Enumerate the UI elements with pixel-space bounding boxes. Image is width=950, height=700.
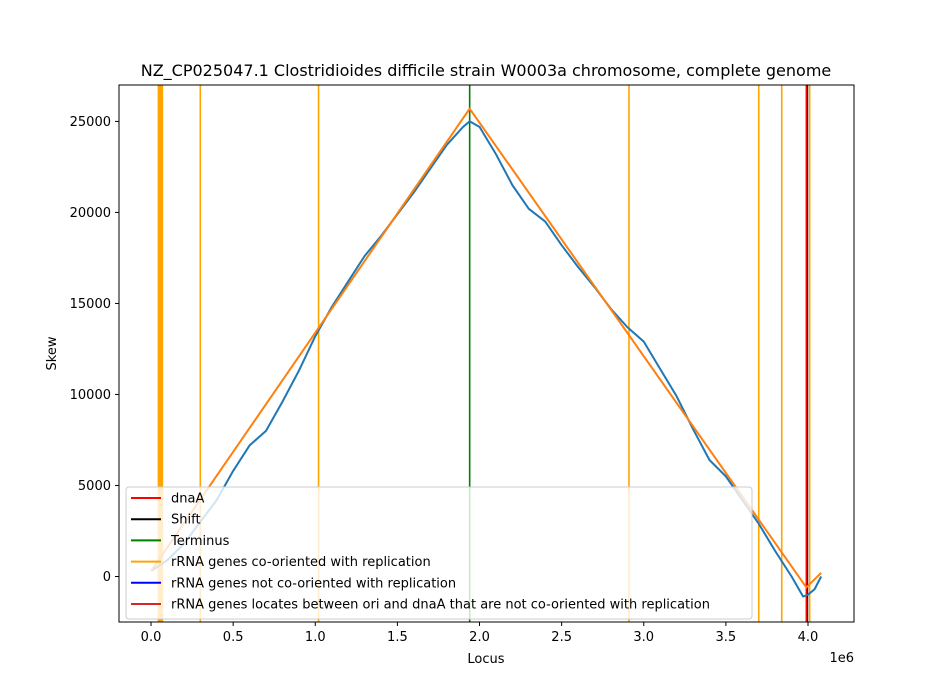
y-axis-label: Skew <box>45 336 60 370</box>
y-tick-label: 15000 <box>70 297 111 312</box>
y-tick-label: 5000 <box>78 479 111 494</box>
x-axis-label: Locus <box>467 652 504 667</box>
y-axis-ticks: 0 5000 10000 15000 20000 25000 <box>70 115 119 585</box>
x-tick-label: 2.5 <box>551 630 572 645</box>
y-tick-label: 0 <box>103 570 111 585</box>
axes-frame <box>118 84 855 623</box>
legend-label: Terminus <box>170 534 230 549</box>
x-tick-label: 1.0 <box>305 630 326 645</box>
x-tick-label: 2.0 <box>469 630 490 645</box>
x-axis-ticks: 0.0 0.5 1.0 1.5 2.0 2.5 3.0 3.5 4.0 <box>141 622 819 645</box>
legend: dnaA Shift Terminus rRNA genes co-oriented … <box>125 486 753 620</box>
x-tick-label: 3.0 <box>633 630 654 645</box>
legend-label: dnaA <box>171 492 204 507</box>
x-tick-label: 0.0 <box>141 630 162 645</box>
x-tick-label: 3.5 <box>716 630 737 645</box>
y-tick-label: 20000 <box>70 206 111 221</box>
legend-label: rRNA genes co-oriented with replication <box>171 555 431 570</box>
x-axis-offset-label: 1e6 <box>829 651 854 666</box>
chart-title: NZ_CP025047.1 Clostridioides difficile s… <box>141 61 832 81</box>
legend-label: rRNA genes not co-oriented with replicat… <box>171 576 456 591</box>
fit-series-line <box>150 107 822 589</box>
x-tick-label: 1.5 <box>387 630 408 645</box>
legend-label: Shift <box>171 513 201 528</box>
y-tick-label: 25000 <box>70 115 111 130</box>
x-tick-label: 0.5 <box>223 630 244 645</box>
legend-label: rRNA genes locates between ori and dnaA … <box>171 598 710 613</box>
y-tick-label: 10000 <box>70 388 111 403</box>
x-tick-label: 4.0 <box>798 630 819 645</box>
legend-box <box>125 486 753 620</box>
